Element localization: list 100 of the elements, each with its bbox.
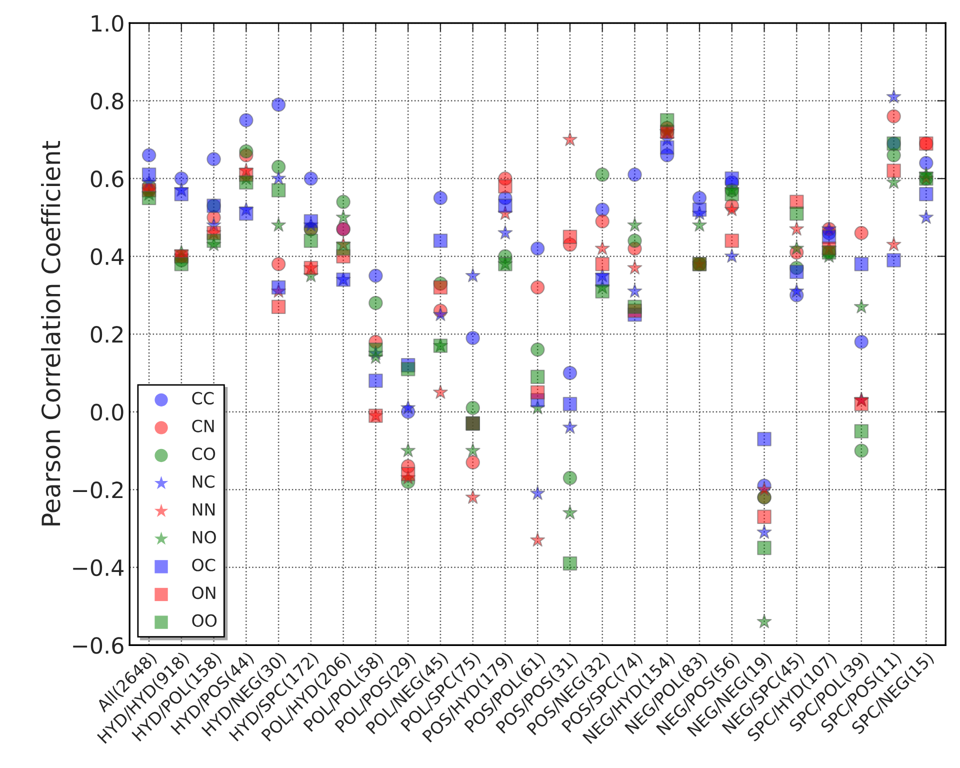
- point: [628, 234, 642, 248]
- point: [790, 206, 804, 221]
- point: [465, 490, 480, 504]
- point: [660, 140, 674, 155]
- point: [530, 486, 546, 500]
- point: [886, 253, 901, 268]
- point: [400, 442, 416, 458]
- point: [304, 234, 318, 248]
- point: [628, 300, 642, 314]
- point: [433, 190, 448, 206]
- point: [789, 240, 804, 255]
- point: [854, 424, 869, 438]
- y-tick-label: 0.4: [90, 248, 124, 266]
- point: [756, 482, 772, 496]
- point: [271, 160, 286, 174]
- point: [562, 132, 578, 146]
- point: [368, 296, 383, 310]
- point: [433, 234, 448, 248]
- point: [142, 190, 156, 206]
- point: [854, 396, 869, 412]
- point: [368, 342, 383, 357]
- point: [756, 524, 772, 539]
- point: [271, 183, 286, 198]
- point: [854, 256, 869, 272]
- point: [174, 171, 189, 186]
- point: [530, 370, 545, 384]
- y-tick-label: 0.6: [90, 170, 124, 188]
- point: [628, 168, 642, 182]
- point: [400, 400, 416, 414]
- point: [239, 206, 254, 221]
- point: [724, 186, 740, 202]
- legend-label: OC: [192, 558, 216, 572]
- point: [336, 241, 350, 256]
- point: [562, 366, 578, 380]
- point: [919, 186, 934, 202]
- point: [854, 444, 869, 458]
- point: [756, 614, 772, 628]
- point: [562, 230, 578, 244]
- point: [466, 455, 480, 470]
- point: [627, 283, 642, 298]
- point: [757, 432, 772, 446]
- point: [530, 280, 545, 295]
- point: [789, 283, 804, 298]
- point: [595, 214, 610, 228]
- legend-label: OO: [192, 614, 217, 627]
- point: [594, 240, 610, 255]
- legend-label: CN: [192, 420, 214, 432]
- point: [142, 148, 156, 162]
- point: [400, 362, 416, 376]
- point: [174, 256, 189, 272]
- point: [271, 280, 286, 295]
- point: [239, 175, 254, 190]
- point: [498, 198, 512, 213]
- point: [595, 168, 610, 182]
- point: [368, 268, 383, 283]
- legend-label: NO: [192, 530, 216, 544]
- point: [206, 152, 221, 166]
- point: [724, 171, 740, 186]
- y-tick-label: 0.8: [90, 92, 124, 110]
- point: [432, 306, 448, 322]
- point: [562, 420, 578, 434]
- point: [239, 144, 254, 158]
- point: [757, 510, 772, 524]
- point: [854, 334, 869, 349]
- point: [304, 214, 318, 228]
- y-tick-label: −0.6: [73, 637, 124, 654]
- y-tick-label: −0.4: [73, 559, 124, 576]
- point: [886, 148, 901, 162]
- point: [142, 168, 156, 182]
- point: [271, 256, 286, 272]
- point: [789, 221, 804, 236]
- point: [595, 202, 610, 217]
- point: [432, 384, 448, 399]
- point: [174, 186, 189, 202]
- point: [692, 202, 707, 217]
- point: [562, 396, 578, 412]
- legend-label: NN: [192, 503, 215, 516]
- y-tick-label: −0.2: [73, 482, 123, 498]
- point: [562, 470, 578, 486]
- point: [466, 330, 480, 346]
- point: [854, 299, 869, 314]
- point: [595, 284, 610, 298]
- point: [433, 280, 448, 295]
- point: [918, 210, 934, 224]
- point: [790, 264, 804, 280]
- legend-label: NC: [192, 475, 214, 488]
- legend-label: ON: [192, 586, 216, 600]
- y-tick-label: 1.0: [92, 14, 124, 32]
- point: [271, 217, 286, 232]
- point: [660, 113, 674, 128]
- point: [336, 210, 351, 224]
- point: [465, 268, 480, 282]
- point: [919, 156, 934, 170]
- point: [304, 171, 318, 186]
- legend-label: CC: [192, 392, 214, 405]
- legend-label: CO: [192, 448, 216, 460]
- point: [400, 466, 416, 482]
- point: [271, 170, 286, 186]
- point: [530, 241, 545, 256]
- point: [692, 217, 707, 232]
